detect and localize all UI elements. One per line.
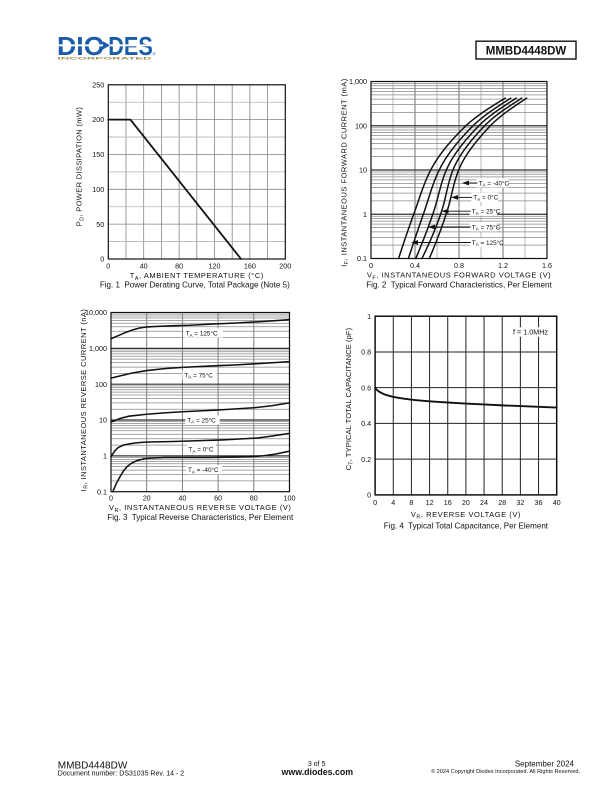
svg-text:®: ® xyxy=(153,51,157,57)
svg-text:TA = -40°C: TA = -40°C xyxy=(479,179,510,187)
svg-text:TA = 0°C: TA = 0°C xyxy=(473,194,498,202)
svg-text:DIO: DIO xyxy=(57,33,105,61)
svg-text:Fig. 1 Power Derating Curve,: Fig. 1 Power Derating Curve, Total Packa… xyxy=(100,281,290,290)
svg-text:IF, INSTANTANEOUS FORWARD CURR: IF, INSTANTANEOUS FORWARD CURRENT (mA) xyxy=(340,78,351,267)
svg-text:0.6: 0.6 xyxy=(361,383,371,392)
svg-text:12: 12 xyxy=(426,498,434,507)
svg-text:1: 1 xyxy=(103,451,107,460)
svg-text:8: 8 xyxy=(409,498,413,507)
svg-text:Fig. 4 Typical Total Capacita: Fig. 4 Typical Total Capacitance, Per El… xyxy=(384,522,549,531)
svg-text:4: 4 xyxy=(391,498,395,507)
svg-text:0.2: 0.2 xyxy=(361,455,371,464)
svg-text:TA = 0°C: TA = 0°C xyxy=(188,446,213,454)
svg-text:1.6: 1.6 xyxy=(542,261,552,270)
svg-text:© 2024 Copyright Diodes Incorp: © 2024 Copyright Diodes Incorporated. Al… xyxy=(431,768,580,775)
svg-text:0: 0 xyxy=(100,255,104,264)
svg-text:TA = 25°C: TA = 25°C xyxy=(472,208,501,216)
svg-text:1: 1 xyxy=(367,312,371,321)
svg-text:TA = 75°C: TA = 75°C xyxy=(472,223,501,231)
svg-text:100: 100 xyxy=(284,494,296,503)
svg-text:3 of 5: 3 of 5 xyxy=(308,761,326,768)
svg-text:MMBD4448DW: MMBD4448DW xyxy=(486,46,567,58)
svg-text:0: 0 xyxy=(373,498,377,507)
svg-text:150: 150 xyxy=(92,150,104,159)
svg-text:MMBD4448DW: MMBD4448DW xyxy=(58,761,128,772)
svg-text:VR, INSTANTANEOUS REVERSE VOLT: VR, INSTANTANEOUS REVERSE VOLTAGE (V) xyxy=(109,503,291,514)
svg-text:160: 160 xyxy=(244,262,256,271)
svg-text:TA = 25°C: TA = 25°C xyxy=(187,416,216,424)
svg-text:0.8: 0.8 xyxy=(361,348,371,357)
svg-text:TA = 75°C: TA = 75°C xyxy=(184,371,213,379)
svg-text:0: 0 xyxy=(369,261,373,270)
svg-text:10: 10 xyxy=(359,166,367,175)
svg-text:32: 32 xyxy=(516,498,524,507)
svg-text:0.1: 0.1 xyxy=(357,254,367,263)
svg-text:250: 250 xyxy=(92,80,104,89)
svg-text:1: 1 xyxy=(363,210,367,219)
svg-text:0.4: 0.4 xyxy=(361,419,371,428)
svg-text:40: 40 xyxy=(178,494,186,503)
svg-text:0.4: 0.4 xyxy=(410,261,420,270)
svg-text:100: 100 xyxy=(92,185,104,194)
svg-text:28: 28 xyxy=(498,498,506,507)
svg-text:0: 0 xyxy=(106,262,110,271)
svg-text:TA, AMBIENT TEMPERATURE (°C): TA, AMBIENT TEMPERATURE (°C) xyxy=(130,271,264,282)
svg-text:200: 200 xyxy=(279,262,291,271)
svg-text:f = 1.0MHz: f = 1.0MHz xyxy=(513,328,548,337)
svg-text:Fig. 3 Typical Reverse Charac: Fig. 3 Typical Reverse Characteristics, … xyxy=(107,513,294,522)
svg-text:0.1: 0.1 xyxy=(97,487,107,496)
svg-text:IR, INSTANTANEOUS REVERSE CURR: IR, INSTANTANEOUS REVERSE CURRENT (nA) xyxy=(79,309,90,492)
svg-text:20: 20 xyxy=(462,498,470,507)
svg-text:Fig. 2 Typical Forward Charac: Fig. 2 Typical Forward Characteristics, … xyxy=(366,281,552,290)
svg-text:40: 40 xyxy=(553,498,561,507)
svg-text:0: 0 xyxy=(367,491,371,500)
svg-text:DES: DES xyxy=(108,33,153,61)
svg-text:10: 10 xyxy=(99,416,107,425)
svg-text:1,000: 1,000 xyxy=(89,344,107,353)
svg-text:VF, INSTANTANEOUS FORWARD VOLT: VF, INSTANTANEOUS FORWARD VOLTAGE (V) xyxy=(367,271,551,282)
svg-text:VR, REVERSE VOLTAGE (V): VR, REVERSE VOLTAGE (V) xyxy=(411,510,521,521)
svg-text:Document number: DS31035 Rev.: Document number: DS31035 Rev. 14 - 2 xyxy=(58,770,184,777)
svg-text:40: 40 xyxy=(140,262,148,271)
svg-text:TA = 125°C: TA = 125°C xyxy=(186,329,218,337)
svg-text:TA = -40°C: TA = -40°C xyxy=(188,466,219,474)
svg-text:60: 60 xyxy=(214,494,222,503)
svg-text:TA = 125°C: TA = 125°C xyxy=(472,239,504,247)
svg-text:PD, POWER DISSIPATION (mW): PD, POWER DISSIPATION (mW) xyxy=(75,107,86,227)
svg-text:10,000: 10,000 xyxy=(85,308,107,317)
svg-text:INCORPORATED: INCORPORATED xyxy=(58,55,152,60)
svg-text:80: 80 xyxy=(175,262,183,271)
svg-text:200: 200 xyxy=(92,115,104,124)
svg-text:100: 100 xyxy=(95,380,107,389)
svg-text:36: 36 xyxy=(535,498,543,507)
svg-text:CT, TYPICAL TOTAL CAPACITANCE: CT, TYPICAL TOTAL CAPACITANCE (pF) xyxy=(344,327,355,470)
svg-text:80: 80 xyxy=(250,494,258,503)
svg-text:20: 20 xyxy=(143,494,151,503)
svg-text:120: 120 xyxy=(209,262,221,271)
svg-text:1.2: 1.2 xyxy=(498,261,508,270)
svg-text:24: 24 xyxy=(480,498,488,507)
svg-text:0: 0 xyxy=(109,494,113,503)
svg-text:0.8: 0.8 xyxy=(454,261,464,270)
svg-text:September 2024: September 2024 xyxy=(515,760,575,769)
svg-text:www.diodes.com: www.diodes.com xyxy=(281,767,354,777)
svg-text:1,000: 1,000 xyxy=(349,77,367,86)
svg-text:16: 16 xyxy=(444,498,452,507)
svg-text:50: 50 xyxy=(96,220,104,229)
svg-text:100: 100 xyxy=(355,121,367,130)
